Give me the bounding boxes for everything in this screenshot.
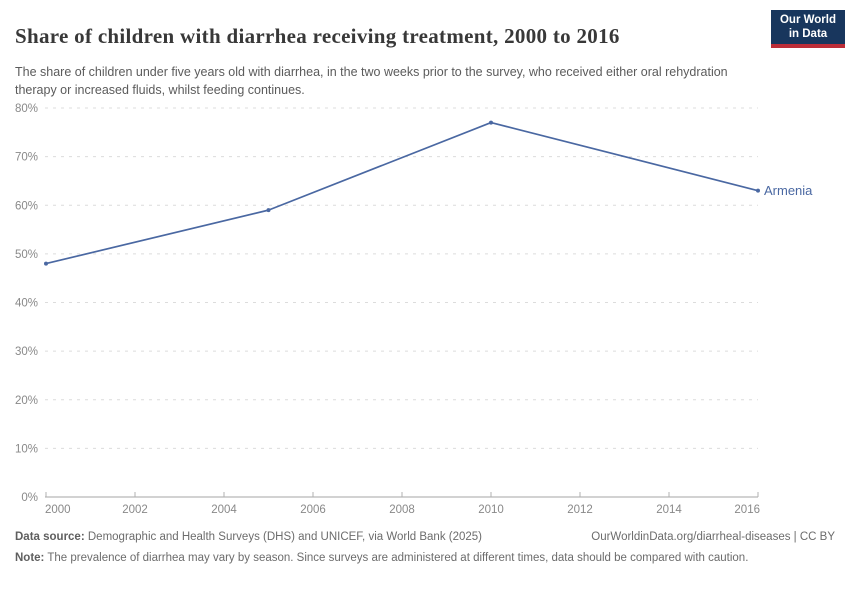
owid-logo[interactable]: Our World in Data xyxy=(771,10,845,48)
y-axis-tick-label: 30% xyxy=(15,346,38,358)
note-value: The prevalence of diarrhea may vary by s… xyxy=(44,552,749,564)
y-axis-tick-label: 10% xyxy=(15,443,38,455)
owid-logo-line1: Our World xyxy=(779,13,836,26)
x-axis-tick-label: 2000 xyxy=(45,504,71,516)
series-end-label[interactable]: Armenia xyxy=(764,183,813,198)
owid-cc-link[interactable]: OurWorldinData.org/diarrheal-diseases | … xyxy=(591,531,835,543)
x-axis-tick-label: 2002 xyxy=(122,504,148,516)
x-axis-tick-label: 2006 xyxy=(300,504,326,516)
owid-logo-line2: in Data xyxy=(788,28,828,40)
datasource-value: Demographic and Health Surveys (DHS) and… xyxy=(84,531,483,543)
x-axis-tick-label: 2004 xyxy=(211,504,237,516)
y-axis-tick-label: 40% xyxy=(15,298,38,310)
data-point[interactable] xyxy=(44,261,48,266)
note-label: Note: xyxy=(15,552,45,564)
chart-canvas[interactable]: 0% 10% 20% 30% 40% 50% 60% 70% 80% 2000 2002 2004 20… xyxy=(0,95,850,530)
chart-title: Share of children with diarrhea receivin… xyxy=(15,24,620,49)
datasource-row: Data source: Demographic and Health Surv… xyxy=(15,531,835,543)
chart-subtitle: The share of children under five years o… xyxy=(15,64,728,97)
x-axis-tick-label: 2014 xyxy=(656,504,682,516)
data-point[interactable] xyxy=(489,120,493,125)
x-axis-tick-label: 2008 xyxy=(389,504,415,516)
y-axis-tick-label: 0% xyxy=(21,492,38,504)
chart-footer: Data source: Demographic and Health Surv… xyxy=(15,531,835,566)
y-axis-tick-label: 70% xyxy=(15,152,38,164)
data-point[interactable] xyxy=(756,188,760,193)
x-axis-tick-label: 2012 xyxy=(567,504,593,516)
data-point[interactable] xyxy=(266,208,271,213)
line-series-armenia[interactable] xyxy=(45,121,759,265)
y-axis-tick-label: 20% xyxy=(15,395,38,407)
chart-note: Note: The prevalence of diarrhea may var… xyxy=(15,550,793,566)
y-axis-tick-label: 80% xyxy=(15,103,38,115)
datasource-label: Data source: xyxy=(15,531,85,543)
y-axis-tick-label: 50% xyxy=(15,249,38,261)
x-axis-tick-label: 2010 xyxy=(478,504,504,516)
y-axis-tick-label: 60% xyxy=(15,200,38,212)
x-axis-tick-label: 2016 xyxy=(734,504,760,516)
datasource-text: Data source: Demographic and Health Surv… xyxy=(15,531,482,543)
